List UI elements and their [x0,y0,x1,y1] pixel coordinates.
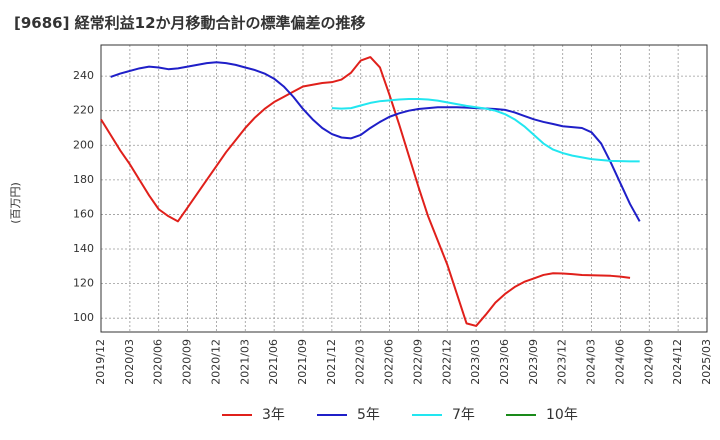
x-tick-label: 2024/12 [671,339,684,385]
x-tick-label: 2025/03 [700,339,713,385]
x-tick-label: 2019/12 [94,339,107,385]
x-tick-label: 2023/03 [469,339,482,385]
legend-label-10年: 10年 [546,407,578,423]
x-tick-label: 2022/09 [411,339,424,385]
x-tick-label: 2020/03 [123,339,136,385]
x-tick-label: 2021/06 [267,339,280,385]
x-tick-label: 2021/12 [325,339,338,385]
x-tick-label: 2024/03 [585,339,598,385]
x-tick-label: 2023/12 [556,339,569,385]
x-tick-label: 2024/09 [642,339,655,385]
x-tick-label: 2020/09 [181,339,194,385]
x-tick-label: 2020/12 [209,339,222,385]
y-axis-label: (百万円) [9,182,22,224]
series-line-7年 [331,97,640,163]
y-tick-label: 100 [73,311,94,324]
chart-title: [9686] 経常利益12か月移動合計の標準偏差の推移 [14,14,366,32]
x-tick-label: 2022/12 [440,339,453,385]
y-tick-label: 160 [73,207,94,220]
legend[interactable]: 3年 5年 7年 10年 [222,407,578,423]
x-tick-label: 2020/06 [152,339,165,385]
y-tick-label: 180 [73,173,94,186]
y-tick-label: 220 [73,104,94,117]
series-line-3年 [100,56,631,327]
x-tick-label: 2022/06 [383,339,396,385]
legend-label-5年: 5年 [357,407,380,423]
x-tick-label: 2022/03 [354,339,367,385]
y-tick-label: 200 [73,138,94,151]
x-tick-label: 2023/09 [527,339,540,385]
plot-frame [100,44,708,333]
y-tick-label: 140 [73,242,94,255]
legend-label-7年: 7年 [452,407,475,423]
grid [100,45,708,332]
x-tick-label: 2023/06 [498,339,511,385]
legend-label-3年: 3年 [262,407,285,423]
series-lines [100,56,641,327]
x-tick-label: 2021/03 [238,339,251,385]
series-line-5年 [110,61,641,222]
y-tick-label: 240 [73,69,94,82]
x-tick-label: 2021/09 [296,339,309,385]
y-tick-label: 120 [73,277,94,290]
axes: 100 120 140 160 180 200 220 240 2019/12 2020/03 20… [73,44,713,385]
x-tick-label: 2024/06 [613,339,626,385]
